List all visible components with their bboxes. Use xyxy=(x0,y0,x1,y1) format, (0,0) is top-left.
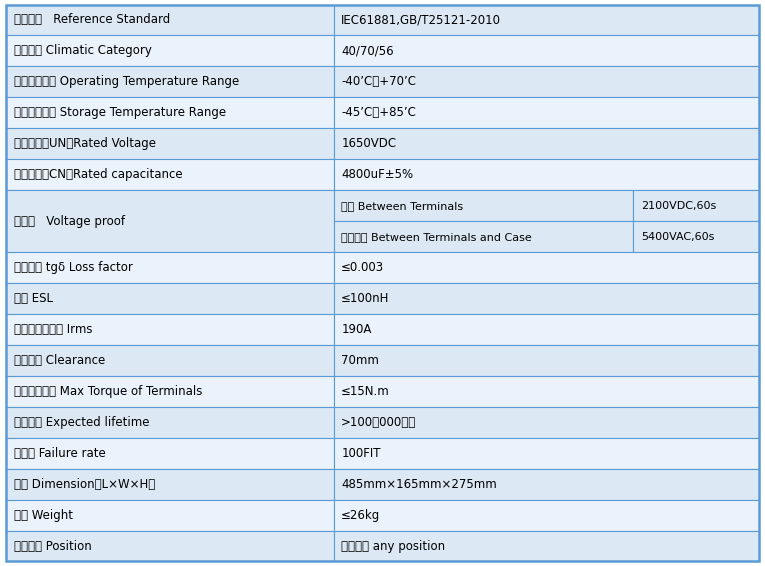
Bar xyxy=(334,97,759,128)
Bar xyxy=(6,159,334,190)
Text: -45’C～+85’C: -45’C～+85’C xyxy=(341,106,416,119)
Bar xyxy=(6,283,334,314)
Bar xyxy=(633,221,759,252)
Text: -40’C～+70’C: -40’C～+70’C xyxy=(341,75,416,88)
Text: 485mm×165mm×275mm: 485mm×165mm×275mm xyxy=(341,478,497,491)
Bar xyxy=(334,66,759,97)
Text: ≤15N.m: ≤15N.m xyxy=(341,385,390,398)
Text: 极壳之间 Between Terminals and Case: 极壳之间 Between Terminals and Case xyxy=(341,231,532,242)
Bar xyxy=(334,530,759,561)
Text: 气候类别 Climatic Category: 气候类别 Climatic Category xyxy=(14,45,151,57)
Bar xyxy=(334,283,759,314)
Text: 5400VAC,60s: 5400VAC,60s xyxy=(641,231,715,242)
Text: IEC61881,GB/T25121-2010: IEC61881,GB/T25121-2010 xyxy=(341,14,501,27)
Bar xyxy=(6,530,334,561)
Text: 极间 Between Terminals: 极间 Between Terminals xyxy=(341,200,464,211)
Bar xyxy=(6,97,334,128)
Bar xyxy=(334,221,633,252)
Bar xyxy=(6,314,334,345)
Text: 自感 ESL: 自感 ESL xyxy=(14,292,53,305)
Bar xyxy=(334,5,759,36)
Bar xyxy=(334,345,759,376)
Text: 70mm: 70mm xyxy=(341,354,379,367)
Text: 最大电极扭矩 Max Torque of Terminals: 最大电极扭矩 Max Torque of Terminals xyxy=(14,385,202,398)
Bar xyxy=(6,407,334,438)
Bar xyxy=(334,36,759,66)
Text: 失效率 Failure rate: 失效率 Failure rate xyxy=(14,447,106,460)
Bar xyxy=(6,66,334,97)
Text: ≤100nH: ≤100nH xyxy=(341,292,389,305)
Bar xyxy=(6,190,334,252)
Bar xyxy=(334,314,759,345)
Text: 重量 Weight: 重量 Weight xyxy=(14,509,73,521)
Bar xyxy=(334,159,759,190)
Bar xyxy=(6,36,334,66)
Bar xyxy=(334,128,759,159)
Text: 介质损耗 tgδ Loss factor: 介质损耗 tgδ Loss factor xyxy=(14,261,132,274)
Text: 1650VDC: 1650VDC xyxy=(341,138,396,150)
Text: 100FIT: 100FIT xyxy=(341,447,381,460)
Bar xyxy=(334,252,759,283)
Bar xyxy=(6,252,334,283)
Text: 40/70/56: 40/70/56 xyxy=(341,45,394,57)
Text: 储存温度范围 Storage Temperature Range: 储存温度范围 Storage Temperature Range xyxy=(14,106,226,119)
Text: 耐电压   Voltage proof: 耐电压 Voltage proof xyxy=(14,215,125,228)
Bar xyxy=(6,376,334,407)
Text: >100，000小时: >100，000小时 xyxy=(341,416,416,428)
Text: 预期寿命 Expected lifetime: 预期寿命 Expected lifetime xyxy=(14,416,149,428)
Bar xyxy=(6,5,334,36)
Bar xyxy=(334,469,759,500)
Text: 2100VDC,60s: 2100VDC,60s xyxy=(641,200,716,211)
Text: 额定容量（CN）Rated capacitance: 额定容量（CN）Rated capacitance xyxy=(14,168,182,181)
Bar xyxy=(334,407,759,438)
Bar xyxy=(6,128,334,159)
Text: ≤0.003: ≤0.003 xyxy=(341,261,384,274)
Bar xyxy=(6,469,334,500)
Bar xyxy=(334,190,633,221)
Text: 190A: 190A xyxy=(341,323,372,336)
Bar xyxy=(334,500,759,530)
Text: 安装位置 Position: 安装位置 Position xyxy=(14,539,92,552)
Text: 尺寸 Dimension（L×W×H）: 尺寸 Dimension（L×W×H） xyxy=(14,478,155,491)
Text: ≤26kg: ≤26kg xyxy=(341,509,380,521)
Text: 电气间隙 Clearance: 电气间隙 Clearance xyxy=(14,354,105,367)
Bar xyxy=(6,438,334,469)
Text: 额定电压（UN）Rated Voltage: 额定电压（UN）Rated Voltage xyxy=(14,138,156,150)
Text: 4800uF±5%: 4800uF±5% xyxy=(341,168,413,181)
Bar xyxy=(334,438,759,469)
Text: 工作温度范围 Operating Temperature Range: 工作温度范围 Operating Temperature Range xyxy=(14,75,239,88)
Text: 任意位置 any position: 任意位置 any position xyxy=(341,539,445,552)
Bar xyxy=(6,500,334,530)
Bar xyxy=(6,345,334,376)
Text: 引用标准   Reference Standard: 引用标准 Reference Standard xyxy=(14,14,170,27)
Bar xyxy=(334,376,759,407)
Bar xyxy=(633,190,759,221)
Text: 纹波电流有效值 Irms: 纹波电流有效值 Irms xyxy=(14,323,93,336)
